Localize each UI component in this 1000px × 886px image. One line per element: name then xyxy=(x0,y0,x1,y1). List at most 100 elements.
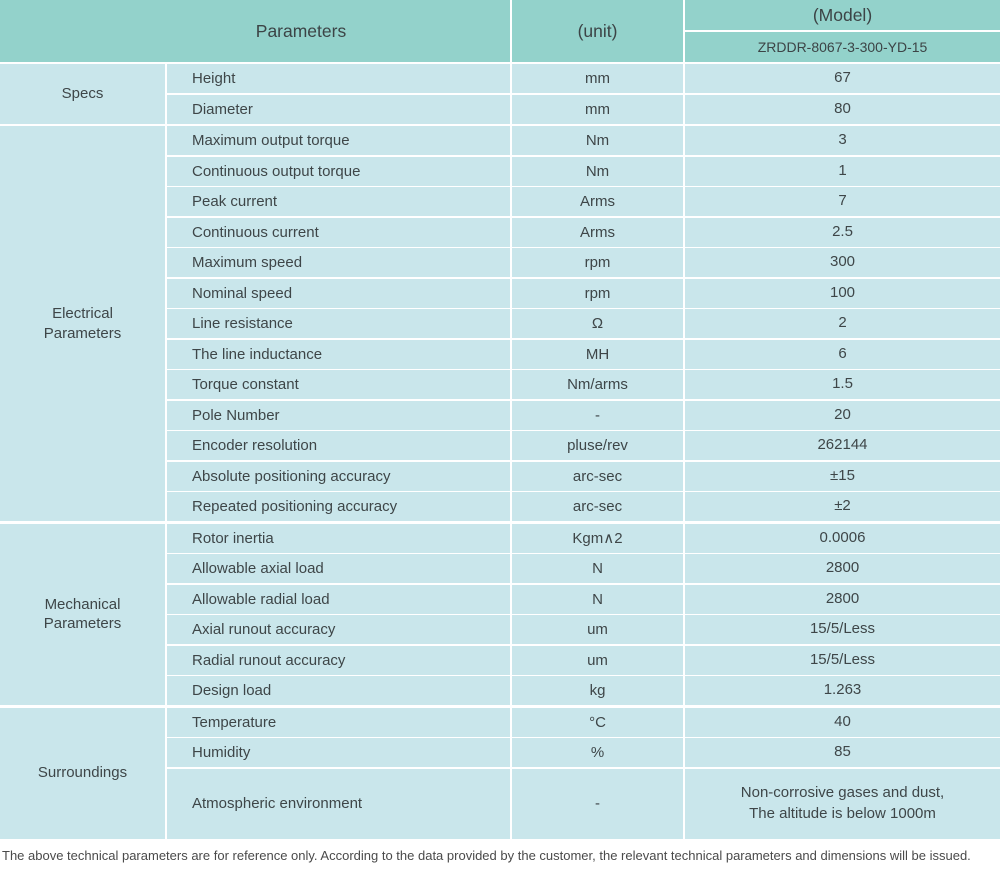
unit-cell: % xyxy=(512,738,683,767)
table-row: Repeated positioning accuracy arc-sec ±2 xyxy=(167,492,1000,521)
param-cell: The line inductance xyxy=(167,339,510,369)
table-row: Torque constant Nm/arms 1.5 xyxy=(167,370,1000,399)
param-cell: Pole Number xyxy=(167,400,510,430)
table-row: Continuous output torque Nm 1 xyxy=(167,156,1000,186)
value-cell: 2800 xyxy=(685,584,1000,614)
param-cell: Height xyxy=(167,64,510,93)
param-cell: Maximum speed xyxy=(167,248,510,277)
value-lines: Non-corrosive gases and dust, The altitud… xyxy=(741,783,944,824)
table-row: Radial runout accuracy um 15/5/Less xyxy=(167,645,1000,675)
param-cell: Line resistance xyxy=(167,309,510,338)
unit-cell: rpm xyxy=(512,278,683,308)
table-row: Diameter mm 80 xyxy=(167,94,1000,124)
param-cell: Repeated positioning accuracy xyxy=(167,492,510,521)
unit-cell: °C xyxy=(512,707,683,737)
section-rows: Rotor inertia Kgm∧2 0.0006 Allowable axial … xyxy=(167,523,1000,705)
unit-cell: Arms xyxy=(512,187,683,216)
table-row: Rotor inertia Kgm∧2 0.0006 xyxy=(167,523,1000,553)
section-specs: Specs Height mm 67 Diameter mm 80 xyxy=(0,64,1000,124)
unit-cell: Nm xyxy=(512,126,683,155)
value-cell: 15/5/Less xyxy=(685,645,1000,675)
value-cell: Non-corrosive gases and dust, The altitud… xyxy=(685,768,1000,839)
param-cell: Diameter xyxy=(167,94,510,124)
section-rows: Maximum output torque Nm 3 Continuous outpu… xyxy=(167,126,1000,521)
unit-cell: Kgm∧2 xyxy=(512,523,683,553)
header-parameters-cell: Parameters xyxy=(0,0,510,62)
param-cell: Absolute positioning accuracy xyxy=(167,461,510,491)
param-cell: Radial runout accuracy xyxy=(167,645,510,675)
value-cell: 262144 xyxy=(685,431,1000,460)
value-cell: ±2 xyxy=(685,492,1000,521)
section-rows: Height mm 67 Diameter mm 80 xyxy=(167,64,1000,124)
unit-cell: - xyxy=(512,768,683,839)
unit-cell: um xyxy=(512,615,683,644)
param-cell: Torque constant xyxy=(167,370,510,399)
table-header-row: Parameters (unit) (Model) ZRDDR-8067-3-3… xyxy=(0,0,1000,62)
value-cell: ±15 xyxy=(685,461,1000,491)
param-cell: Maximum output torque xyxy=(167,126,510,155)
header-unit-cell: (unit) xyxy=(512,0,683,62)
param-cell: Allowable radial load xyxy=(167,584,510,614)
unit-cell: mm xyxy=(512,94,683,124)
param-cell: Allowable axial load xyxy=(167,554,510,583)
value-cell: 2.5 xyxy=(685,217,1000,247)
unit-cell: pluse/rev xyxy=(512,431,683,460)
table-row: Nominal speed rpm 100 xyxy=(167,278,1000,308)
unit-cell: Nm/arms xyxy=(512,370,683,399)
param-cell: Continuous current xyxy=(167,217,510,247)
value-cell: 1.263 xyxy=(685,676,1000,705)
value-cell: 80 xyxy=(685,94,1000,124)
unit-cell: mm xyxy=(512,64,683,93)
value-cell: 85 xyxy=(685,738,1000,767)
value-line: Non-corrosive gases and dust, xyxy=(740,784,945,802)
value-cell: 40 xyxy=(685,707,1000,737)
unit-cell: Arms xyxy=(512,217,683,247)
table-row: Axial runout accuracy um 15/5/Less xyxy=(167,615,1000,644)
unit-cell: arc-sec xyxy=(512,492,683,521)
table-row: Peak current Arms 7 xyxy=(167,187,1000,216)
table-row: The line inductance MH 6 xyxy=(167,339,1000,369)
section-surroundings: Surroundings Temperature °C 40 Humidity% 85 At… xyxy=(0,707,1000,839)
spec-table: Parameters (unit) (Model) ZRDDR-8067-3-3… xyxy=(0,0,1000,839)
section-rows: Temperature °C 40 Humidity% 85 Atmospheric en… xyxy=(167,707,1000,839)
param-cell: Nominal speed xyxy=(167,278,510,308)
value-cell: 2 xyxy=(685,309,1000,338)
unit-cell: Nm xyxy=(512,156,683,186)
table-row: Temperature °C 40 xyxy=(167,707,1000,737)
unit-cell: N xyxy=(512,554,683,583)
group-label: Electrical Parameters xyxy=(0,126,165,521)
unit-cell: Ω xyxy=(512,309,683,338)
value-cell: 1 xyxy=(685,156,1000,186)
param-cell: Axial runout accuracy xyxy=(167,615,510,644)
table-row: Maximum output torque Nm 3 xyxy=(167,126,1000,155)
table-row: Maximum speed rpm 300 xyxy=(167,248,1000,277)
value-cell: 7 xyxy=(685,187,1000,216)
unit-cell: um xyxy=(512,645,683,675)
model-label: (Model) xyxy=(685,0,1000,30)
value-cell: 100 xyxy=(685,278,1000,308)
table-row: Allowable axial load N 2800 xyxy=(167,554,1000,583)
table-body: Specs Height mm 67 Diameter mm 80 Electrical Pa… xyxy=(0,64,1000,839)
group-label: Surroundings xyxy=(0,707,165,839)
value-cell: 300 xyxy=(685,248,1000,277)
table-row: Height mm 67 xyxy=(167,64,1000,93)
param-cell: Rotor inertia xyxy=(167,523,510,553)
value-cell: 3 xyxy=(685,126,1000,155)
table-row: Line resistance Ω 2 xyxy=(167,309,1000,338)
value-cell: 15/5/Less xyxy=(685,615,1000,644)
value-cell: 67 xyxy=(685,64,1000,93)
table-row: Continuous current Arms 2.5 xyxy=(167,217,1000,247)
unit-cell: - xyxy=(512,400,683,430)
unit-cell: arc-sec xyxy=(512,461,683,491)
group-label: Specs xyxy=(0,64,165,124)
param-cell: Encoder resolution xyxy=(167,431,510,460)
param-cell: Atmospheric environment xyxy=(167,768,510,839)
table-row: Absolute positioning accuracy arc-sec ±15 xyxy=(167,461,1000,491)
value-cell: 6 xyxy=(685,339,1000,369)
value-cell: 2800 xyxy=(685,554,1000,583)
section-electrical-parameters: Electrical Parameters Maximum output torq… xyxy=(0,126,1000,521)
value-line: The altitude is below 1000m xyxy=(749,804,936,822)
unit-cell: kg xyxy=(512,676,683,705)
unit-cell: rpm xyxy=(512,248,683,277)
